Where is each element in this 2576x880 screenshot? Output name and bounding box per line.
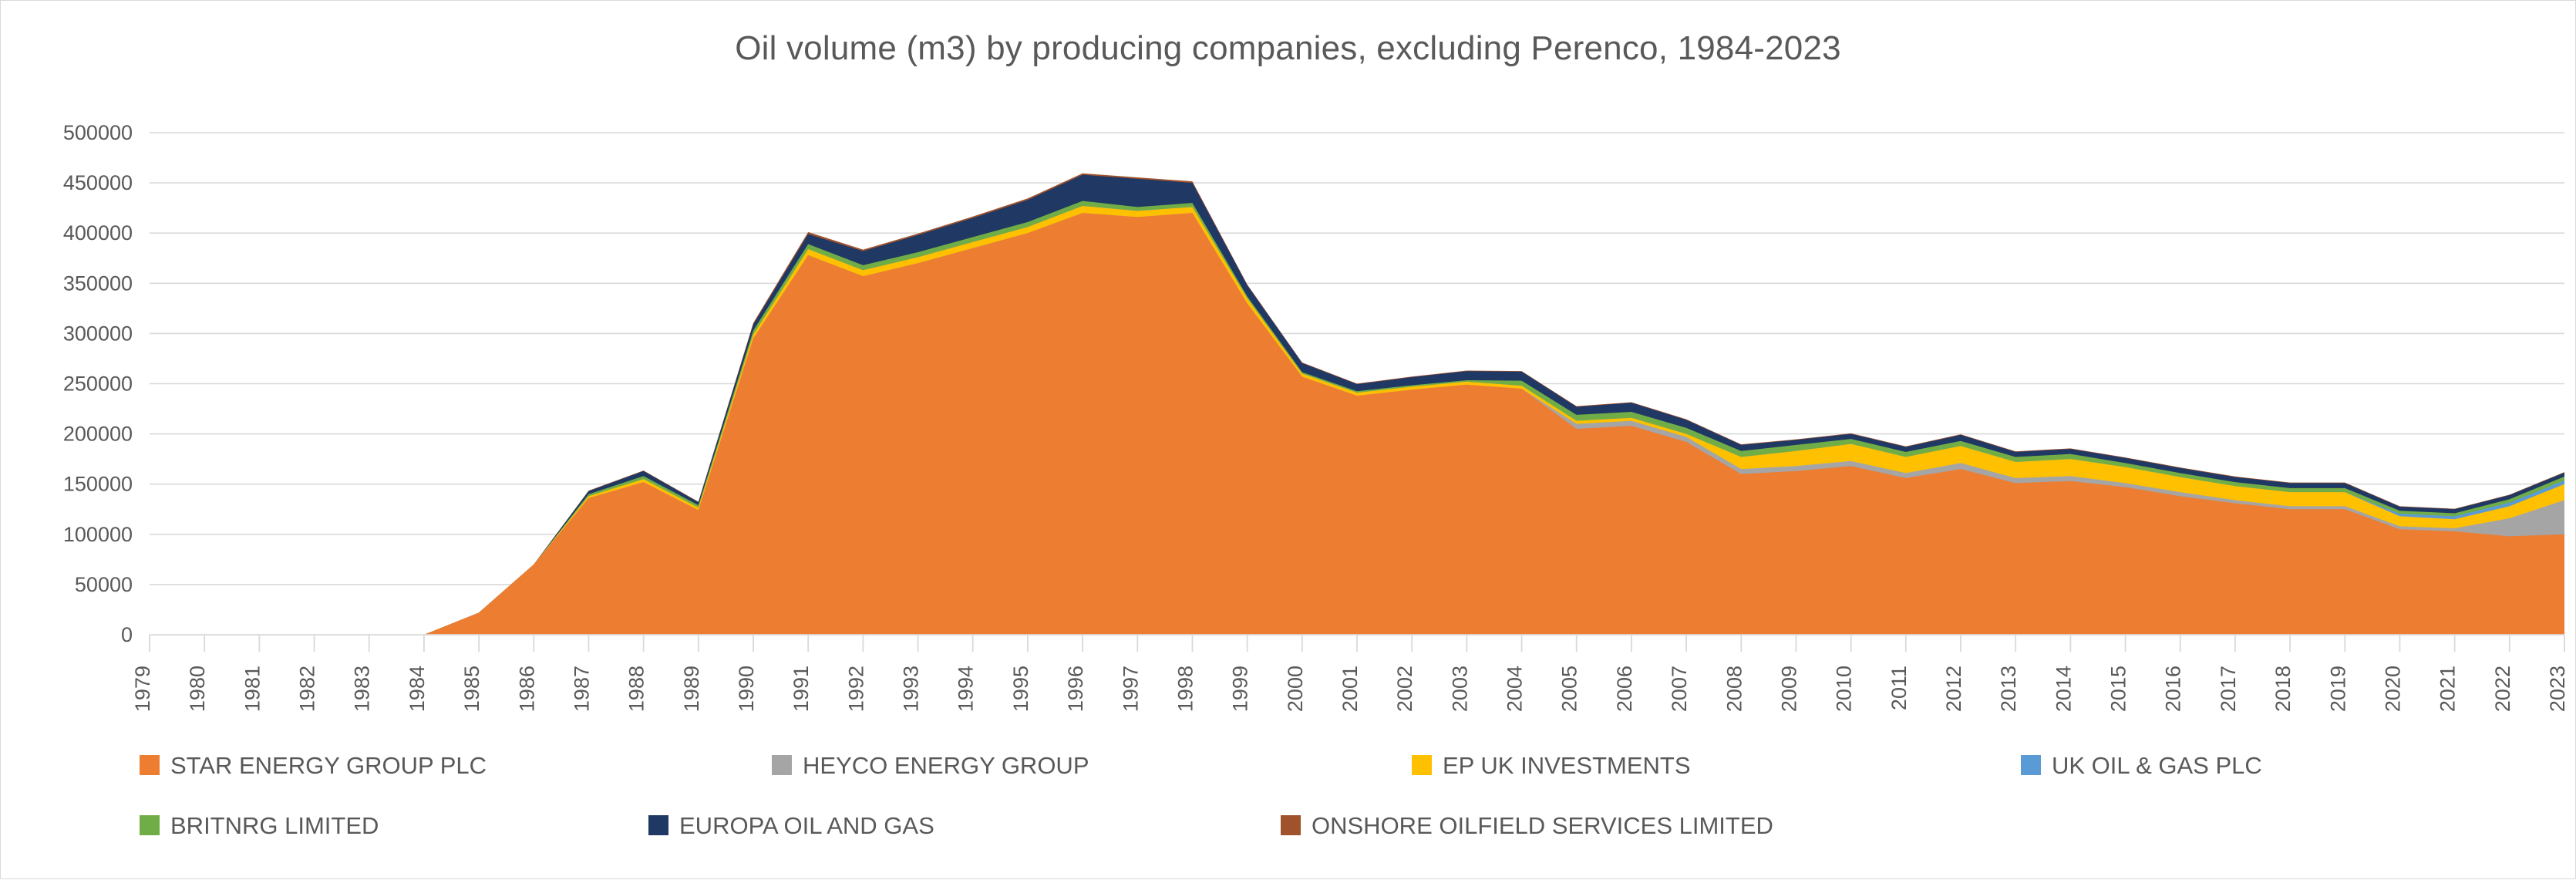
- x-axis-tick-label: 1990: [735, 666, 758, 712]
- x-axis-tick-label: 1982: [296, 666, 319, 712]
- x-axis-tick-label: 2001: [1339, 666, 1362, 712]
- legend-item[interactable]: STAR ENERGY GROUP PLC: [140, 754, 772, 777]
- legend-item[interactable]: HEYCO ENERGY GROUP: [772, 754, 1412, 777]
- legend-item-label: UK OIL & GAS PLC: [2052, 751, 2262, 779]
- x-axis-tick-label: 2013: [1997, 666, 2020, 712]
- y-axis-tick-label: 200000: [63, 423, 133, 446]
- y-axis-tick-label: 0: [121, 623, 133, 646]
- legend-color-swatch-icon: [648, 815, 668, 835]
- x-axis-tick-label: 1979: [131, 666, 154, 712]
- x-axis-tick-label: 2014: [2052, 666, 2075, 712]
- x-axis-tick-label: 1999: [1229, 666, 1252, 712]
- x-axis-tick-label: 1986: [515, 666, 538, 712]
- x-axis-tick-label: 1997: [1119, 666, 1142, 712]
- y-axis-tick-label: 50000: [75, 573, 133, 596]
- legend-item[interactable]: ONSHORE OILFIELD SERVICES LIMITED: [1281, 814, 1773, 838]
- x-axis-tick-label: 1991: [790, 666, 813, 712]
- x-axis-tick-label: 1985: [460, 666, 483, 712]
- x-axis-tick-label: 1994: [955, 666, 978, 712]
- y-axis-tick-label: 350000: [63, 271, 133, 295]
- y-axis-tick-label: 500000: [63, 121, 133, 144]
- x-axis-tick-label: 2010: [1833, 666, 1856, 712]
- legend-color-swatch-icon: [2021, 755, 2041, 775]
- legend-color-swatch-icon: [1412, 755, 1432, 775]
- x-axis-tick-label: 2004: [1504, 666, 1527, 712]
- legend-color-swatch-icon: [140, 755, 160, 775]
- x-axis-tick-label: 2015: [2107, 666, 2130, 712]
- x-axis-tick-label: 2018: [2271, 666, 2295, 712]
- area-series-group: [150, 173, 2564, 635]
- x-axis-tick-label: 2008: [1722, 666, 1746, 712]
- x-axis-tick-label: 1989: [680, 666, 703, 712]
- chart-title: Oil volume (m3) by producing companies, …: [735, 29, 1841, 67]
- legend-item[interactable]: UK OIL & GAS PLC: [2021, 754, 2262, 777]
- x-axis-tick-label: 2005: [1558, 666, 1581, 712]
- x-axis-tick-label: 1992: [844, 666, 867, 712]
- y-axis-tick-label: 250000: [63, 373, 133, 396]
- x-axis-tick-labels: 1979 1980 1981 1982 1983 1984 1985 1986 1987 1988…: [131, 666, 2569, 712]
- legend-item-label: HEYCO ENERGY GROUP: [803, 751, 1089, 779]
- x-axis-tick-label: 1995: [1009, 666, 1032, 712]
- y-axis-tick-label: 100000: [63, 523, 133, 546]
- legend-item-label: EUROPA OIL AND GAS: [679, 811, 934, 839]
- y-axis-tick-label: 150000: [63, 473, 133, 496]
- x-axis-tick-label: 2003: [1448, 666, 1471, 712]
- x-axis-tick-label: 2000: [1284, 666, 1307, 712]
- legend-item[interactable]: EUROPA OIL AND GAS: [648, 814, 1281, 838]
- legend-item[interactable]: EP UK INVESTMENTS: [1412, 754, 2021, 777]
- legend-color-swatch-icon: [140, 815, 160, 835]
- legend-row-secondary: BRITNRG LIMITED EUROPA OIL AND GAS ONSHORE…: [140, 795, 2438, 855]
- legend-item-label: EP UK INVESTMENTS: [1443, 751, 1691, 779]
- x-axis-tick-label: 1996: [1064, 666, 1087, 712]
- legend-row-primary: STAR ENERGY GROUP PLC HEYCO ENERGY GROUP E…: [140, 735, 2438, 795]
- x-axis-tick-label: 2020: [2381, 666, 2404, 712]
- legend-item-label: ONSHORE OILFIELD SERVICES LIMITED: [1312, 811, 1773, 839]
- x-axis-tick-label: 2002: [1393, 666, 1416, 712]
- x-axis-tick-label: 2023: [2546, 666, 2569, 712]
- chart-legend: STAR ENERGY GROUP PLC HEYCO ENERGY GROUP E…: [1, 735, 2576, 855]
- axes-group: [149, 634, 2565, 652]
- x-axis-tick-label: 1998: [1174, 666, 1197, 712]
- x-axis-tick-label: 1980: [186, 666, 209, 712]
- y-axis-tick-label: 450000: [63, 171, 133, 194]
- x-axis-tick-label: 2016: [2162, 666, 2185, 712]
- legend-item-label: BRITNRG LIMITED: [170, 811, 379, 839]
- area-series: [150, 213, 2564, 635]
- x-axis-tick-label: 2011: [1887, 666, 1911, 710]
- x-axis-tick-label: 1984: [406, 666, 429, 712]
- x-axis-tick-label: 2021: [2436, 666, 2460, 712]
- legend-item-label: STAR ENERGY GROUP PLC: [170, 751, 487, 779]
- legend-item[interactable]: BRITNRG LIMITED: [140, 814, 648, 838]
- x-axis-tick-label: 2022: [2491, 666, 2514, 712]
- x-axis-tick-label: 2007: [1668, 666, 1691, 712]
- y-axis-tick-label: 300000: [63, 322, 133, 345]
- legend-color-swatch-icon: [772, 755, 792, 775]
- y-axis-tick-labels: 0 50000 100000 150000 200000 250000 300000 3500…: [63, 121, 133, 646]
- x-axis-tick-label: 1987: [570, 666, 593, 712]
- x-axis-tick-label: 2017: [2217, 666, 2240, 712]
- x-axis-tick-label: 1993: [900, 666, 923, 712]
- x-axis-tick-label: 2012: [1942, 666, 1965, 712]
- x-axis-tick-label: 1981: [241, 666, 264, 712]
- x-axis-tick-label: 2006: [1613, 666, 1636, 712]
- y-axis-tick-label: 400000: [63, 221, 133, 244]
- x-axis-tick-label: 1983: [351, 666, 374, 712]
- x-axis-tick-label: 1988: [625, 666, 648, 712]
- x-axis-tick-label: 2019: [2326, 666, 2349, 712]
- x-axis-tick-label: 2009: [1777, 666, 1800, 712]
- legend-color-swatch-icon: [1281, 815, 1301, 835]
